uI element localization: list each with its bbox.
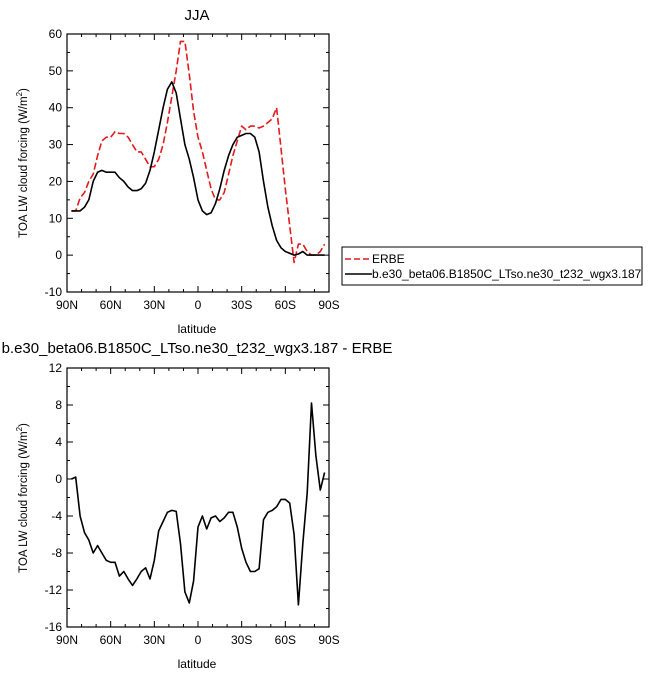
- chart1-ylabel: TOA LW cloud forcing (W/m2): [15, 88, 30, 238]
- chart2-xtick-label: 30S: [231, 633, 252, 647]
- chart2-ytick-label: 8: [55, 398, 62, 412]
- legend-erbe-label: ERBE: [372, 252, 405, 266]
- chart2-frame: [66, 367, 330, 628]
- chart2-ytick-label: 12: [49, 361, 63, 375]
- chart2-ytick-label: -16: [45, 620, 63, 634]
- chart1-ytick-label: 60: [49, 27, 63, 41]
- chart1-series-model-line: [71, 81, 325, 256]
- chart2-xtick-label: 0: [195, 633, 202, 647]
- chart2-series-difference-line: [71, 402, 326, 606]
- chart1-xtick-label: 60N: [100, 298, 122, 312]
- legend-model-label: b.e30_beta06.B1850C_LTso.ne30_t232_wgx3.…: [372, 267, 642, 281]
- chart1-ytick-label: 20: [49, 174, 63, 188]
- chart1-xtick-label: 60S: [275, 298, 296, 312]
- chart2-ytick-label: 4: [55, 435, 62, 449]
- chart2-xtick-label: 90N: [56, 633, 78, 647]
- chart2-ytick-label: 0: [55, 472, 62, 486]
- chart1-ytick-label: 30: [49, 138, 63, 152]
- chart2-ytick-label: -8: [51, 546, 62, 560]
- chart1-xtick-label: 30S: [231, 298, 252, 312]
- chart2-plot: -16 -12 -8 -4 0 4 8 12 90N 60N 30N 0 30S 60S 90S: [45, 361, 340, 647]
- chart2-xtick-label: 30N: [143, 633, 165, 647]
- chart2-xlabel: latitude: [178, 657, 217, 671]
- chart1-legend: ERBE b.e30_beta06.B1850C_LTso.ne30_t232_…: [341, 246, 643, 286]
- chart1-series-erbe-line: [71, 40, 326, 264]
- chart2-ytick-label: -4: [51, 509, 62, 523]
- chart1-title: JJA: [184, 7, 209, 24]
- chart1-ytick-label: 0: [55, 248, 62, 262]
- chart1-plot: -10 0 10 20 30 40 50 60 90N 60N 30N 0 30S 60S 90S: [45, 27, 340, 312]
- chart1-xtick-label: 0: [195, 298, 202, 312]
- chart1-ytick-label: 50: [49, 64, 63, 78]
- chart2-title: b.e30_beta06.B1850C_LTso.ne30_t232_wgx3.…: [2, 340, 393, 357]
- chart1-ytick-label: -10: [45, 285, 63, 299]
- chart1-ytick-label: 10: [49, 211, 63, 225]
- chart1-xtick-label: 90N: [56, 298, 78, 312]
- legend-box: [341, 246, 643, 286]
- chart1-xtick-label: 90S: [318, 298, 339, 312]
- chart2-ylabel: TOA LW cloud forcing (W/m2): [15, 423, 30, 573]
- chart2-xtick-label: 90S: [318, 633, 339, 647]
- chart2-xtick-label: 60S: [275, 633, 296, 647]
- chart1-xlabel: latitude: [178, 322, 217, 336]
- chart2-ytick-label: -12: [45, 583, 63, 597]
- chart1-xtick-label: 30N: [143, 298, 165, 312]
- chart2-xtick-label: 60N: [100, 633, 122, 647]
- chart1-ytick-label: 40: [49, 101, 63, 115]
